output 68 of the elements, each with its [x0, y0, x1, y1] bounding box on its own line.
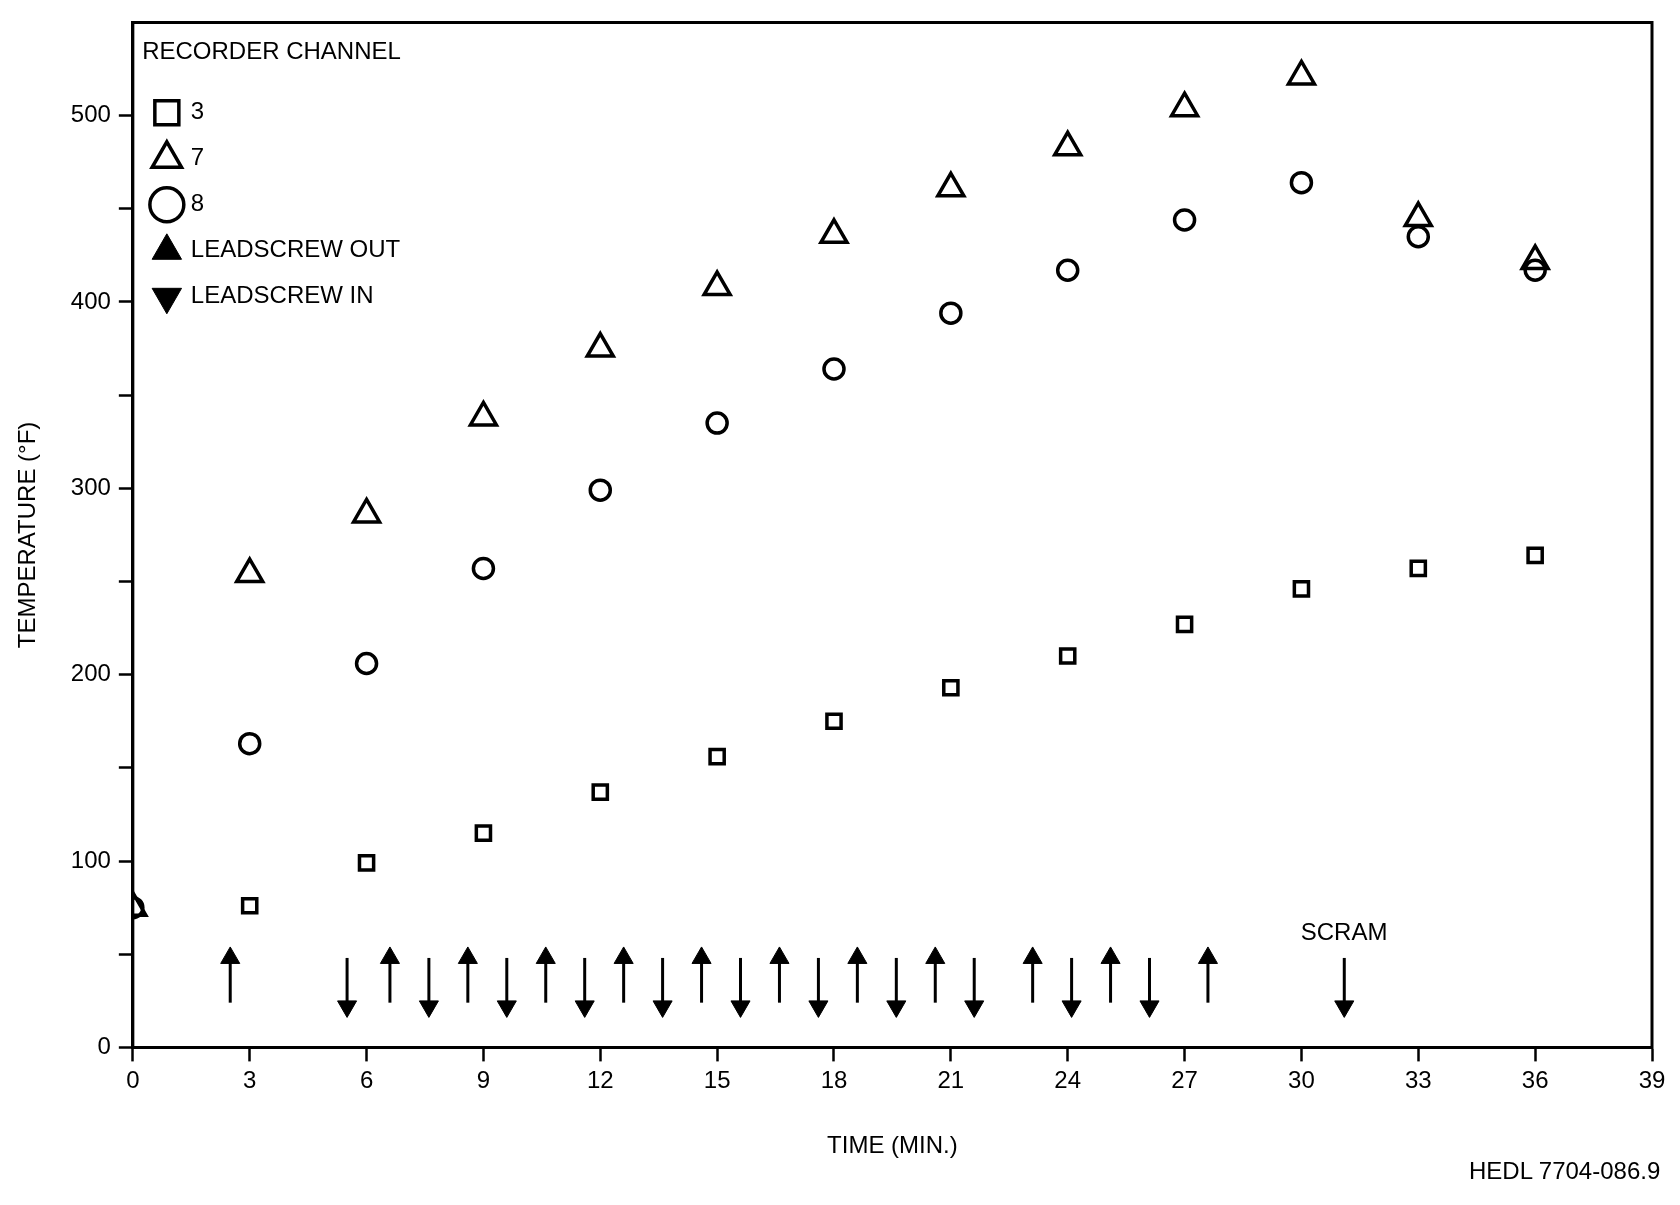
point [1286, 59, 1317, 86]
x-tick-label: 0 [126, 1066, 140, 1094]
point [708, 747, 726, 766]
point [496, 1000, 517, 1018]
legend-label: 8 [190, 189, 205, 217]
y-axis-title: TEMPERATURE (°F) [13, 421, 41, 649]
point [474, 824, 493, 842]
x-tick-label: 33 [1404, 1066, 1432, 1094]
point [237, 731, 262, 756]
point [1409, 559, 1428, 578]
annotation: SCRAM [1300, 917, 1388, 946]
point [1061, 1000, 1082, 1018]
x-tick-label: 3 [243, 1066, 257, 1094]
point [591, 783, 610, 801]
point [702, 270, 732, 297]
point [652, 1000, 673, 1018]
point [240, 896, 259, 915]
point [808, 1000, 829, 1018]
legend-label: 3 [190, 97, 205, 125]
point [337, 1000, 358, 1018]
point [942, 678, 960, 697]
y-tick-label: 100 [70, 845, 111, 873]
x-axis-title: TIME (MIN.) [827, 1131, 958, 1159]
point [730, 1000, 751, 1018]
x-tick-label: 30 [1288, 1066, 1315, 1094]
y-tick-label: 300 [70, 472, 111, 500]
point [1526, 546, 1544, 565]
legend-title: RECORDER CHANNEL [142, 36, 401, 64]
x-tick-label: 12 [586, 1066, 614, 1094]
x-tick-label: 21 [937, 1066, 965, 1094]
point [1169, 91, 1200, 118]
legend-label: LEADSCREW IN [190, 281, 374, 309]
point [825, 712, 843, 731]
x-tick-label: 36 [1521, 1066, 1549, 1094]
x-tick-label: 24 [1054, 1066, 1082, 1094]
point [935, 169, 967, 198]
y-tick-label: 0 [97, 1032, 111, 1060]
point [1139, 1000, 1160, 1018]
y-tick-label: 500 [70, 100, 111, 128]
x-tick-label: 6 [359, 1066, 374, 1094]
x-tick-label: 9 [476, 1066, 491, 1094]
x-tick-label: 39 [1638, 1066, 1666, 1094]
x-tick-label: 18 [820, 1066, 848, 1094]
point [574, 1000, 595, 1018]
point [418, 1000, 439, 1018]
point [1175, 615, 1194, 634]
point [585, 331, 616, 358]
point [1051, 128, 1084, 157]
legend-label: 7 [190, 143, 205, 171]
text: HEDL 7704-086.9 [1469, 1157, 1661, 1185]
point [1058, 647, 1077, 665]
point [471, 556, 496, 581]
point [1403, 201, 1434, 228]
x-tick-label: 27 [1171, 1066, 1198, 1094]
x-tick-label: 15 [703, 1066, 731, 1094]
point [964, 1000, 985, 1018]
point [886, 1000, 907, 1018]
point [357, 854, 376, 872]
point [1292, 580, 1311, 598]
point [1520, 244, 1550, 271]
y-tick-label: 400 [70, 286, 111, 314]
point [1334, 1000, 1355, 1018]
point [354, 651, 379, 676]
legend-label: LEADSCREW OUT [190, 235, 401, 263]
point [819, 218, 849, 245]
point [705, 411, 729, 435]
y-tick-label: 200 [70, 659, 111, 687]
point [588, 478, 613, 502]
